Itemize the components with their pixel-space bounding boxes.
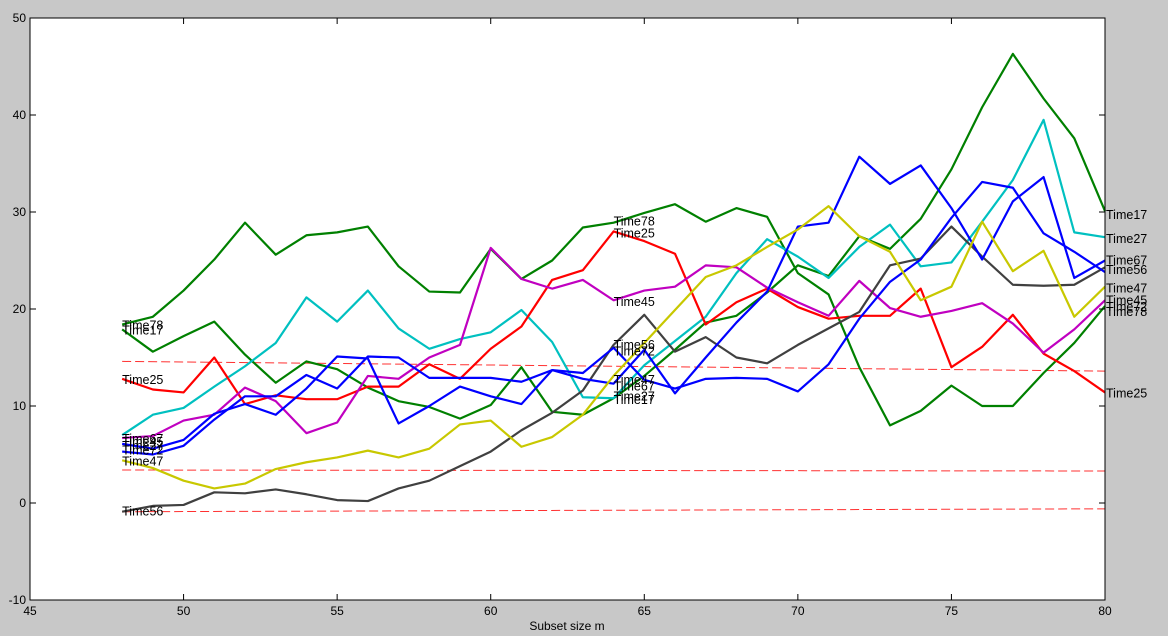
series-label: Time72 <box>122 444 163 458</box>
x-tick-label: 65 <box>638 604 652 618</box>
series-line <box>121 180 1106 450</box>
y-tick-label: 10 <box>13 399 27 413</box>
y-tick-label: 0 <box>19 496 26 510</box>
series-labels: Time78Time17Time25Time67Time45Time27Time… <box>122 208 1147 519</box>
x-tick-label: 50 <box>177 604 191 618</box>
reference-lines <box>122 360 1106 513</box>
series-label: Time72 <box>1106 300 1147 314</box>
series-lines <box>121 52 1107 513</box>
series-label: Time56 <box>1106 263 1147 277</box>
x-tick-label: 70 <box>791 604 805 618</box>
y-tick-label: 50 <box>13 11 27 25</box>
series-label: Time45 <box>122 435 163 449</box>
series-label: Time78 <box>1106 305 1147 319</box>
x-tick-label: 60 <box>484 604 498 618</box>
series-label: Time17 <box>1106 208 1147 222</box>
series-label: Time67 <box>1106 254 1147 268</box>
series-label: Time56 <box>614 338 655 352</box>
series-label: Time78 <box>614 215 655 229</box>
x-axis-label: Subset size m <box>529 619 604 633</box>
series-label: Time47 <box>1106 282 1147 296</box>
series-label: Time45 <box>614 295 655 309</box>
series-label: Time56 <box>122 505 163 519</box>
x-tick-label: 45 <box>23 604 37 618</box>
series-label: Time25 <box>1106 386 1147 400</box>
series-label: Time27 <box>614 389 655 403</box>
series-line <box>121 118 1106 437</box>
series-label: Time25 <box>122 373 163 387</box>
y-tick-label: 20 <box>13 302 27 316</box>
y-axis: -10 0 10 20 30 40 50 <box>9 11 1105 607</box>
y-tick-label: 30 <box>13 205 27 219</box>
y-tick-label: -10 <box>9 593 27 607</box>
series-label: Time25 <box>614 226 655 240</box>
series-label: Time47 <box>614 373 655 387</box>
series-label: Time27 <box>122 439 163 453</box>
x-tick-label: 80 <box>1098 604 1112 618</box>
series-line <box>121 205 1106 490</box>
x-axis: 45 50 55 60 65 70 75 80 <box>23 18 1112 618</box>
series-label: Time72 <box>614 345 655 359</box>
x-tick-label: 55 <box>330 604 344 618</box>
series-line <box>122 246 1106 440</box>
y-tick-label: 40 <box>13 108 27 122</box>
series-label: Time47 <box>122 454 163 468</box>
series-line <box>121 203 1106 427</box>
series-label: Time78 <box>122 318 163 332</box>
series-label: Time45 <box>1106 293 1147 307</box>
series-label: Time67 <box>614 380 655 394</box>
plot-area <box>30 18 1105 600</box>
series-line <box>121 230 1106 406</box>
series-label: Time67 <box>122 432 163 446</box>
reference-line <box>122 508 1106 513</box>
reference-line <box>122 469 1106 472</box>
series-line <box>122 155 1106 456</box>
series-label: Time17 <box>122 323 163 337</box>
x-tick-label: 75 <box>945 604 959 618</box>
series-line <box>121 225 1106 513</box>
series-label: Time17 <box>614 393 655 407</box>
reference-line <box>122 360 1106 372</box>
series-label: Time27 <box>1106 232 1147 246</box>
